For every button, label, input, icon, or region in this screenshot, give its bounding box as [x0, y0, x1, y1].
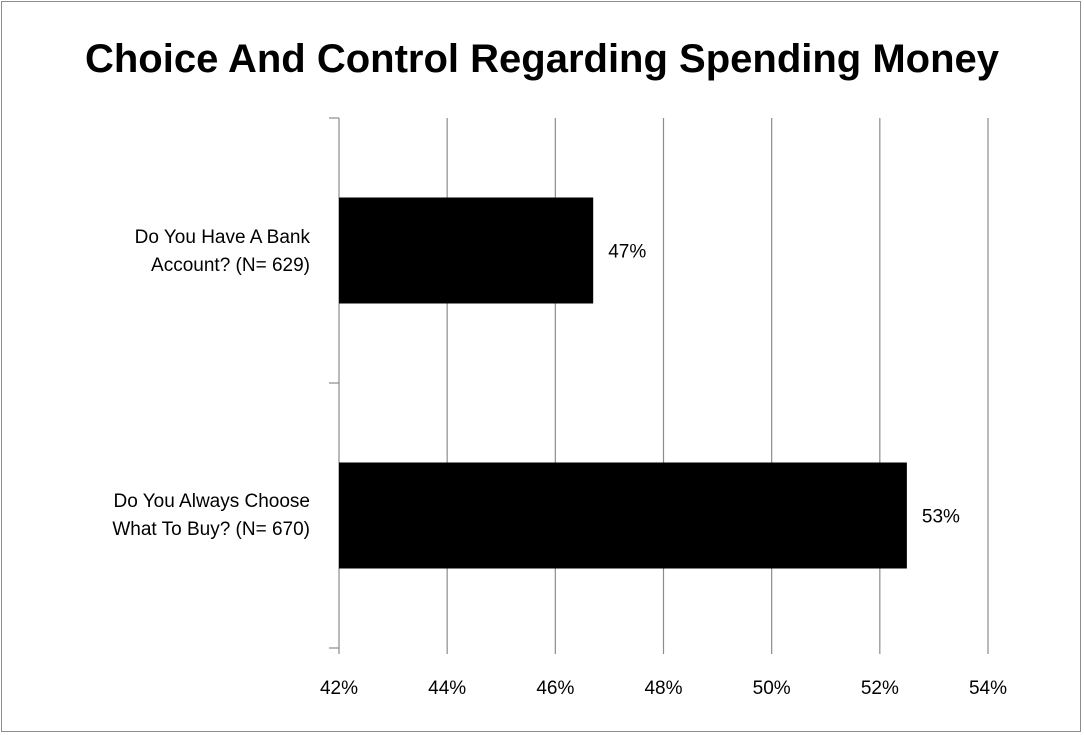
x-tick-label: 46%	[536, 678, 574, 699]
x-tick-label: 50%	[753, 678, 791, 699]
data-labels: 47% 53%	[608, 242, 960, 528]
bar	[339, 462, 907, 569]
chart-title: Choice And Control Regarding Spending Mo…	[84, 37, 1000, 81]
x-tick-labels: 42% 44% 46% 48% 50% 52% 54%	[320, 678, 1007, 699]
y-axis	[329, 117, 340, 654]
x-tick-label: 54%	[969, 678, 1007, 699]
x-tick-label: 52%	[861, 678, 899, 699]
bars	[339, 197, 907, 569]
category-label-line: Account? (N= 629)	[151, 255, 310, 276]
category-label-line: Do You Have A Bank	[134, 227, 310, 248]
x-tick-label: 44%	[428, 678, 466, 699]
data-label: 47%	[608, 242, 646, 263]
x-tick-label: 42%	[320, 678, 358, 699]
bar	[339, 197, 594, 304]
category-label-line: What To Buy? (N= 670)	[112, 519, 310, 540]
x-tick-label: 48%	[644, 678, 682, 699]
category-label: Do You Have A Bank Account? (N= 629)	[10, 224, 310, 280]
category-label-line: Do You Always Choose	[113, 491, 310, 512]
category-label: Do You Always Choose What To Buy? (N= 67…	[10, 488, 310, 544]
data-label: 53%	[922, 507, 960, 528]
